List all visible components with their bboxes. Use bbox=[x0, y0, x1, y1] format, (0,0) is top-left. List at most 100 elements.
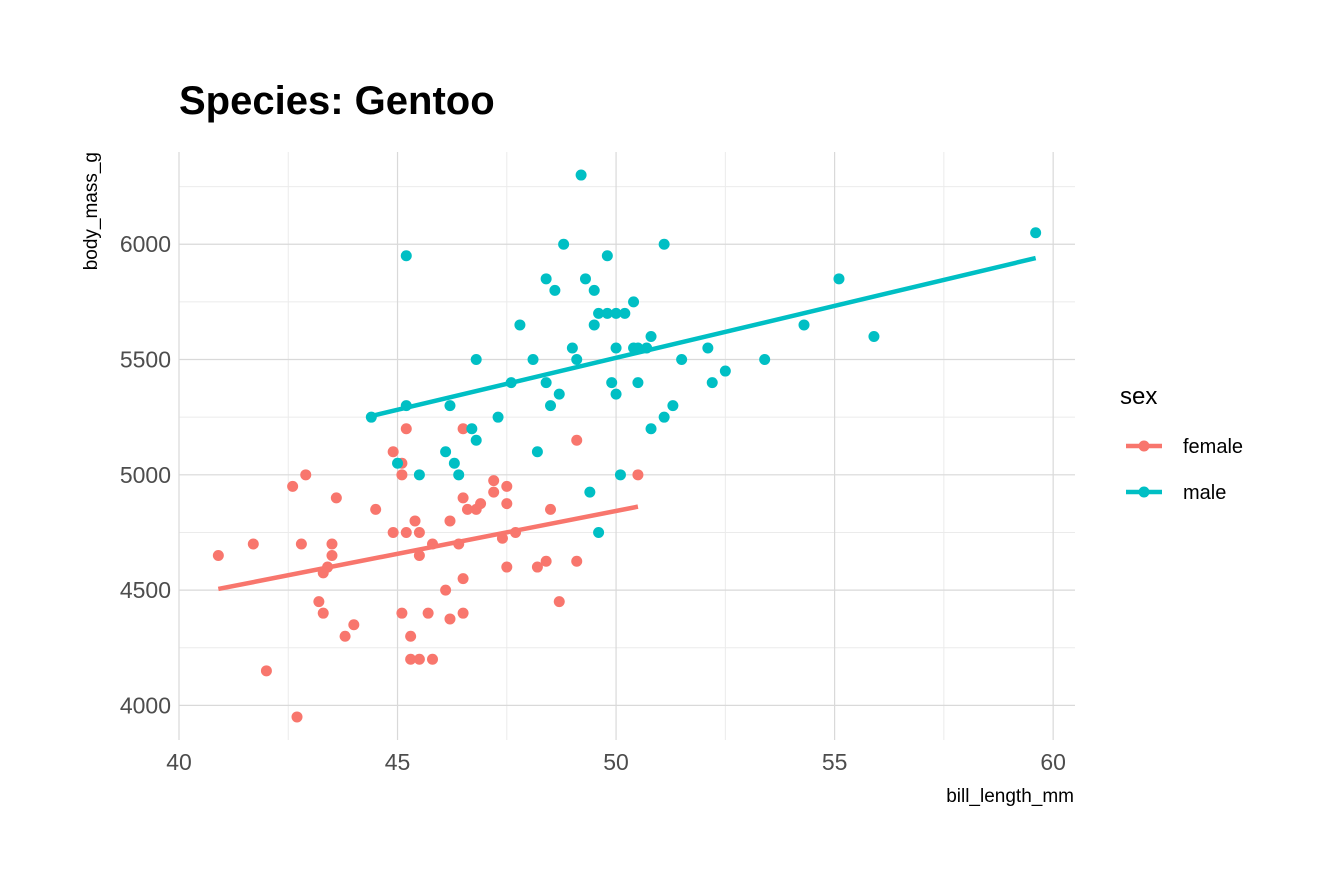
point-female bbox=[501, 561, 513, 573]
point-male bbox=[610, 342, 622, 354]
y-axis-label: body_mass_g bbox=[81, 152, 102, 270]
point-female bbox=[405, 630, 417, 642]
point-male bbox=[444, 400, 456, 412]
point-female bbox=[457, 423, 469, 435]
point-male bbox=[365, 411, 377, 423]
point-male bbox=[658, 238, 670, 250]
data-points bbox=[212, 169, 1042, 723]
point-female bbox=[427, 653, 439, 665]
point-female bbox=[387, 446, 399, 458]
point-female bbox=[427, 538, 439, 550]
point-female bbox=[440, 584, 452, 596]
point-female bbox=[300, 469, 312, 481]
point-female bbox=[396, 469, 408, 481]
point-male bbox=[645, 423, 657, 435]
legend-items: female male bbox=[1126, 436, 1243, 504]
y-tick-label: 4000 bbox=[120, 692, 171, 718]
point-female bbox=[510, 526, 522, 538]
chart-title: Species: Gentoo bbox=[179, 79, 495, 123]
point-male bbox=[645, 330, 657, 342]
point-female bbox=[475, 498, 487, 510]
point-female bbox=[422, 607, 434, 619]
point-female bbox=[409, 515, 421, 527]
point-male bbox=[540, 273, 552, 285]
point-female bbox=[571, 555, 583, 567]
y-tick-label: 6000 bbox=[120, 231, 171, 257]
point-male bbox=[571, 354, 583, 366]
point-male bbox=[440, 446, 452, 458]
point-male bbox=[601, 250, 613, 262]
point-male bbox=[868, 330, 880, 342]
point-male bbox=[514, 319, 526, 331]
point-female bbox=[413, 550, 425, 562]
point-male bbox=[470, 434, 482, 446]
point-male bbox=[719, 365, 731, 377]
point-female bbox=[400, 423, 412, 435]
trend-line-female bbox=[217, 504, 639, 592]
x-tick-label: 45 bbox=[385, 749, 411, 775]
legend-key-point-female bbox=[1138, 440, 1150, 452]
point-female bbox=[247, 538, 259, 550]
point-male bbox=[632, 342, 644, 354]
point-male bbox=[588, 319, 600, 331]
point-female bbox=[339, 630, 351, 642]
point-female bbox=[457, 492, 469, 504]
legend-key-point-male bbox=[1138, 486, 1150, 498]
point-male bbox=[453, 469, 465, 481]
point-male bbox=[413, 469, 425, 481]
point-female bbox=[488, 475, 500, 487]
point-male bbox=[448, 457, 460, 469]
point-female bbox=[400, 526, 412, 538]
point-female bbox=[553, 596, 565, 608]
point-male bbox=[614, 469, 626, 481]
point-male bbox=[584, 486, 596, 498]
x-tick-label: 55 bbox=[822, 749, 848, 775]
point-female bbox=[287, 480, 299, 492]
point-female bbox=[531, 561, 543, 573]
point-female bbox=[326, 550, 338, 562]
point-female bbox=[322, 561, 334, 573]
point-female bbox=[295, 538, 307, 550]
point-female bbox=[453, 538, 465, 550]
point-male bbox=[588, 284, 600, 296]
point-male bbox=[566, 342, 578, 354]
point-female bbox=[330, 492, 342, 504]
point-female bbox=[496, 532, 508, 544]
point-female bbox=[444, 515, 456, 527]
grid bbox=[178, 152, 1075, 740]
legend-label-female: female bbox=[1183, 436, 1243, 458]
point-male bbox=[610, 307, 622, 319]
point-female bbox=[405, 653, 417, 665]
point-female bbox=[348, 619, 360, 631]
point-male bbox=[549, 284, 561, 296]
point-male bbox=[505, 377, 517, 389]
point-male bbox=[470, 354, 482, 366]
point-male bbox=[667, 400, 679, 412]
point-female bbox=[387, 526, 399, 538]
point-male bbox=[706, 377, 718, 389]
trend-lines bbox=[217, 255, 1037, 592]
point-male bbox=[641, 342, 653, 354]
point-female bbox=[545, 503, 557, 515]
point-female bbox=[212, 550, 224, 562]
point-female bbox=[413, 653, 425, 665]
y-tick-label: 4500 bbox=[120, 577, 171, 603]
y-tick-label: 5500 bbox=[120, 347, 171, 373]
point-female bbox=[396, 607, 408, 619]
point-male bbox=[392, 457, 404, 469]
trend-line-male bbox=[370, 255, 1037, 419]
point-female bbox=[501, 498, 513, 510]
legend-title: sex bbox=[1120, 383, 1157, 410]
point-male bbox=[575, 169, 587, 181]
point-female bbox=[571, 434, 583, 446]
x-tick-label: 50 bbox=[603, 749, 629, 775]
point-female bbox=[457, 573, 469, 585]
point-male bbox=[545, 400, 557, 412]
point-female bbox=[326, 538, 338, 550]
point-male bbox=[593, 307, 605, 319]
point-male bbox=[400, 400, 412, 412]
point-female bbox=[444, 613, 456, 625]
point-male bbox=[1030, 227, 1042, 239]
point-male bbox=[759, 354, 771, 366]
